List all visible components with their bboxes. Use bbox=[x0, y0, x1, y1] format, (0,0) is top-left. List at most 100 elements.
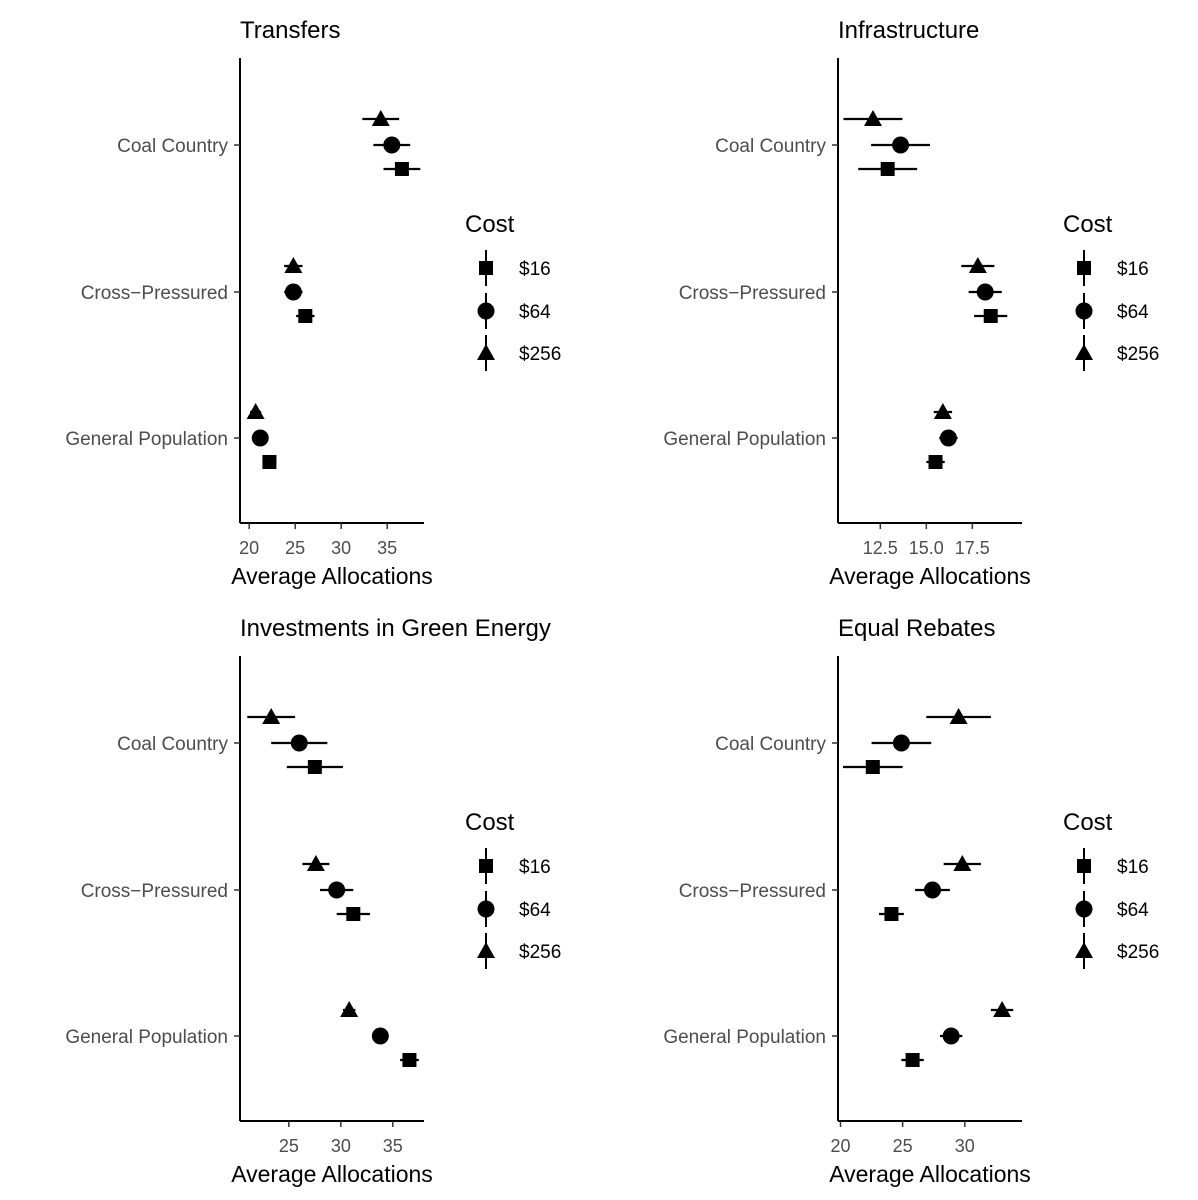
panel-title: Transfers bbox=[240, 17, 340, 44]
point-circle bbox=[383, 136, 401, 154]
point-square bbox=[884, 907, 899, 921]
point-circle bbox=[892, 136, 910, 154]
x-tick-label: 25 bbox=[893, 1136, 913, 1156]
x-axis-title: Average Allocations bbox=[829, 563, 1031, 589]
point-square bbox=[307, 760, 322, 774]
legend-key-square bbox=[1077, 859, 1091, 873]
point-square bbox=[880, 162, 895, 176]
point-triangle bbox=[933, 403, 952, 419]
legend-label: $64 bbox=[1117, 302, 1149, 323]
x-axis-title: Average Allocations bbox=[231, 563, 433, 589]
point-triangle bbox=[863, 110, 882, 126]
point-square bbox=[262, 455, 277, 469]
legend-label: $16 bbox=[1117, 857, 1149, 878]
category-label: Cross−Pressured bbox=[679, 881, 826, 902]
panel-title: Equal Rebates bbox=[838, 615, 995, 642]
legend-label: $64 bbox=[1117, 900, 1149, 921]
point-circle bbox=[284, 283, 302, 301]
point-triangle bbox=[949, 708, 968, 724]
legend-title: Cost bbox=[1063, 809, 1113, 836]
legend-key-circle bbox=[477, 900, 495, 918]
x-tick-label: 30 bbox=[331, 1136, 351, 1156]
point-circle bbox=[939, 429, 957, 447]
point-square bbox=[905, 1053, 920, 1067]
legend: Cost$16 $64 $256 bbox=[465, 809, 561, 969]
point-triangle bbox=[246, 403, 265, 419]
point-square bbox=[402, 1053, 417, 1067]
legend-label: $64 bbox=[519, 900, 551, 921]
legend-key-square bbox=[479, 261, 493, 275]
legend: Cost$16 $64 $256 bbox=[1063, 809, 1159, 969]
legend-key-circle bbox=[477, 302, 495, 320]
legend-label: $16 bbox=[1117, 259, 1149, 280]
category-label: General Population bbox=[663, 1027, 826, 1048]
x-tick-label: 25 bbox=[279, 1136, 299, 1156]
point-circle bbox=[892, 734, 910, 752]
x-tick-label: 12.5 bbox=[863, 538, 898, 558]
x-tick-label: 25 bbox=[285, 538, 305, 558]
point-square bbox=[928, 455, 943, 469]
point-triangle bbox=[306, 855, 325, 871]
point-circle bbox=[328, 881, 346, 899]
x-tick-label: 20 bbox=[239, 538, 259, 558]
point-triangle bbox=[371, 110, 390, 126]
legend-key-square bbox=[479, 859, 493, 873]
legend-key-triangle bbox=[1075, 344, 1093, 360]
category-label: Cross−Pressured bbox=[679, 283, 826, 304]
legend-label: $16 bbox=[519, 857, 551, 878]
panel-title: Investments in Green Energy bbox=[240, 615, 551, 642]
category-label: Cross−Pressured bbox=[81, 283, 228, 304]
legend: Cost$16 $64 $256 bbox=[465, 211, 561, 371]
legend-title: Cost bbox=[1063, 211, 1113, 238]
legend: Cost$16 $64 $256 bbox=[1063, 211, 1159, 371]
point-circle bbox=[290, 734, 308, 752]
legend-key-triangle bbox=[1075, 942, 1093, 958]
point-square bbox=[394, 162, 409, 176]
x-tick-label: 35 bbox=[377, 538, 397, 558]
panel-3: Investments in Green Energy Coal Country C… bbox=[65, 615, 561, 1187]
point-circle bbox=[976, 283, 994, 301]
x-tick-label: 17.5 bbox=[955, 538, 990, 558]
x-tick-label: 30 bbox=[955, 1136, 975, 1156]
point-square bbox=[298, 309, 313, 323]
legend-label: $256 bbox=[519, 344, 561, 365]
point-square bbox=[346, 907, 361, 921]
category-label: Coal Country bbox=[117, 136, 228, 157]
point-circle bbox=[923, 881, 941, 899]
category-label: General Population bbox=[663, 429, 826, 450]
category-label: General Population bbox=[65, 1027, 228, 1048]
legend-label: $256 bbox=[1117, 942, 1159, 963]
legend-key-circle bbox=[1075, 302, 1093, 320]
point-triangle bbox=[284, 257, 303, 273]
legend-title: Cost bbox=[465, 211, 515, 238]
point-triangle bbox=[968, 257, 987, 273]
legend-key-triangle bbox=[477, 344, 495, 360]
category-label: Coal Country bbox=[117, 734, 228, 755]
panel-1: Transfers Coal Country Cross−Pressured Gene… bbox=[65, 17, 561, 589]
x-tick-label: 15.0 bbox=[909, 538, 944, 558]
legend-label: $64 bbox=[519, 302, 551, 323]
point-triangle bbox=[262, 708, 281, 724]
point-circle bbox=[942, 1027, 960, 1045]
panel-4: Equal Rebates Coal Country Cross−Pressured… bbox=[663, 615, 1159, 1187]
x-tick-label: 30 bbox=[331, 538, 351, 558]
point-circle bbox=[371, 1027, 389, 1045]
point-triangle bbox=[993, 1001, 1012, 1017]
category-label: Cross−Pressured bbox=[81, 881, 228, 902]
point-triangle bbox=[953, 855, 972, 871]
panel-2: Infrastructure Coal Country Cross−Pressure… bbox=[663, 17, 1159, 589]
point-circle bbox=[251, 429, 269, 447]
x-axis-title: Average Allocations bbox=[829, 1161, 1031, 1187]
legend-label: $256 bbox=[1117, 344, 1159, 365]
legend-key-square bbox=[1077, 261, 1091, 275]
category-label: General Population bbox=[65, 429, 228, 450]
legend-label: $256 bbox=[519, 942, 561, 963]
x-tick-label: 35 bbox=[383, 1136, 403, 1156]
legend-key-triangle bbox=[477, 942, 495, 958]
point-triangle bbox=[340, 1001, 359, 1017]
point-square bbox=[865, 760, 880, 774]
x-axis-title: Average Allocations bbox=[231, 1161, 433, 1187]
panel-title: Infrastructure bbox=[838, 17, 979, 44]
category-label: Coal Country bbox=[715, 734, 826, 755]
